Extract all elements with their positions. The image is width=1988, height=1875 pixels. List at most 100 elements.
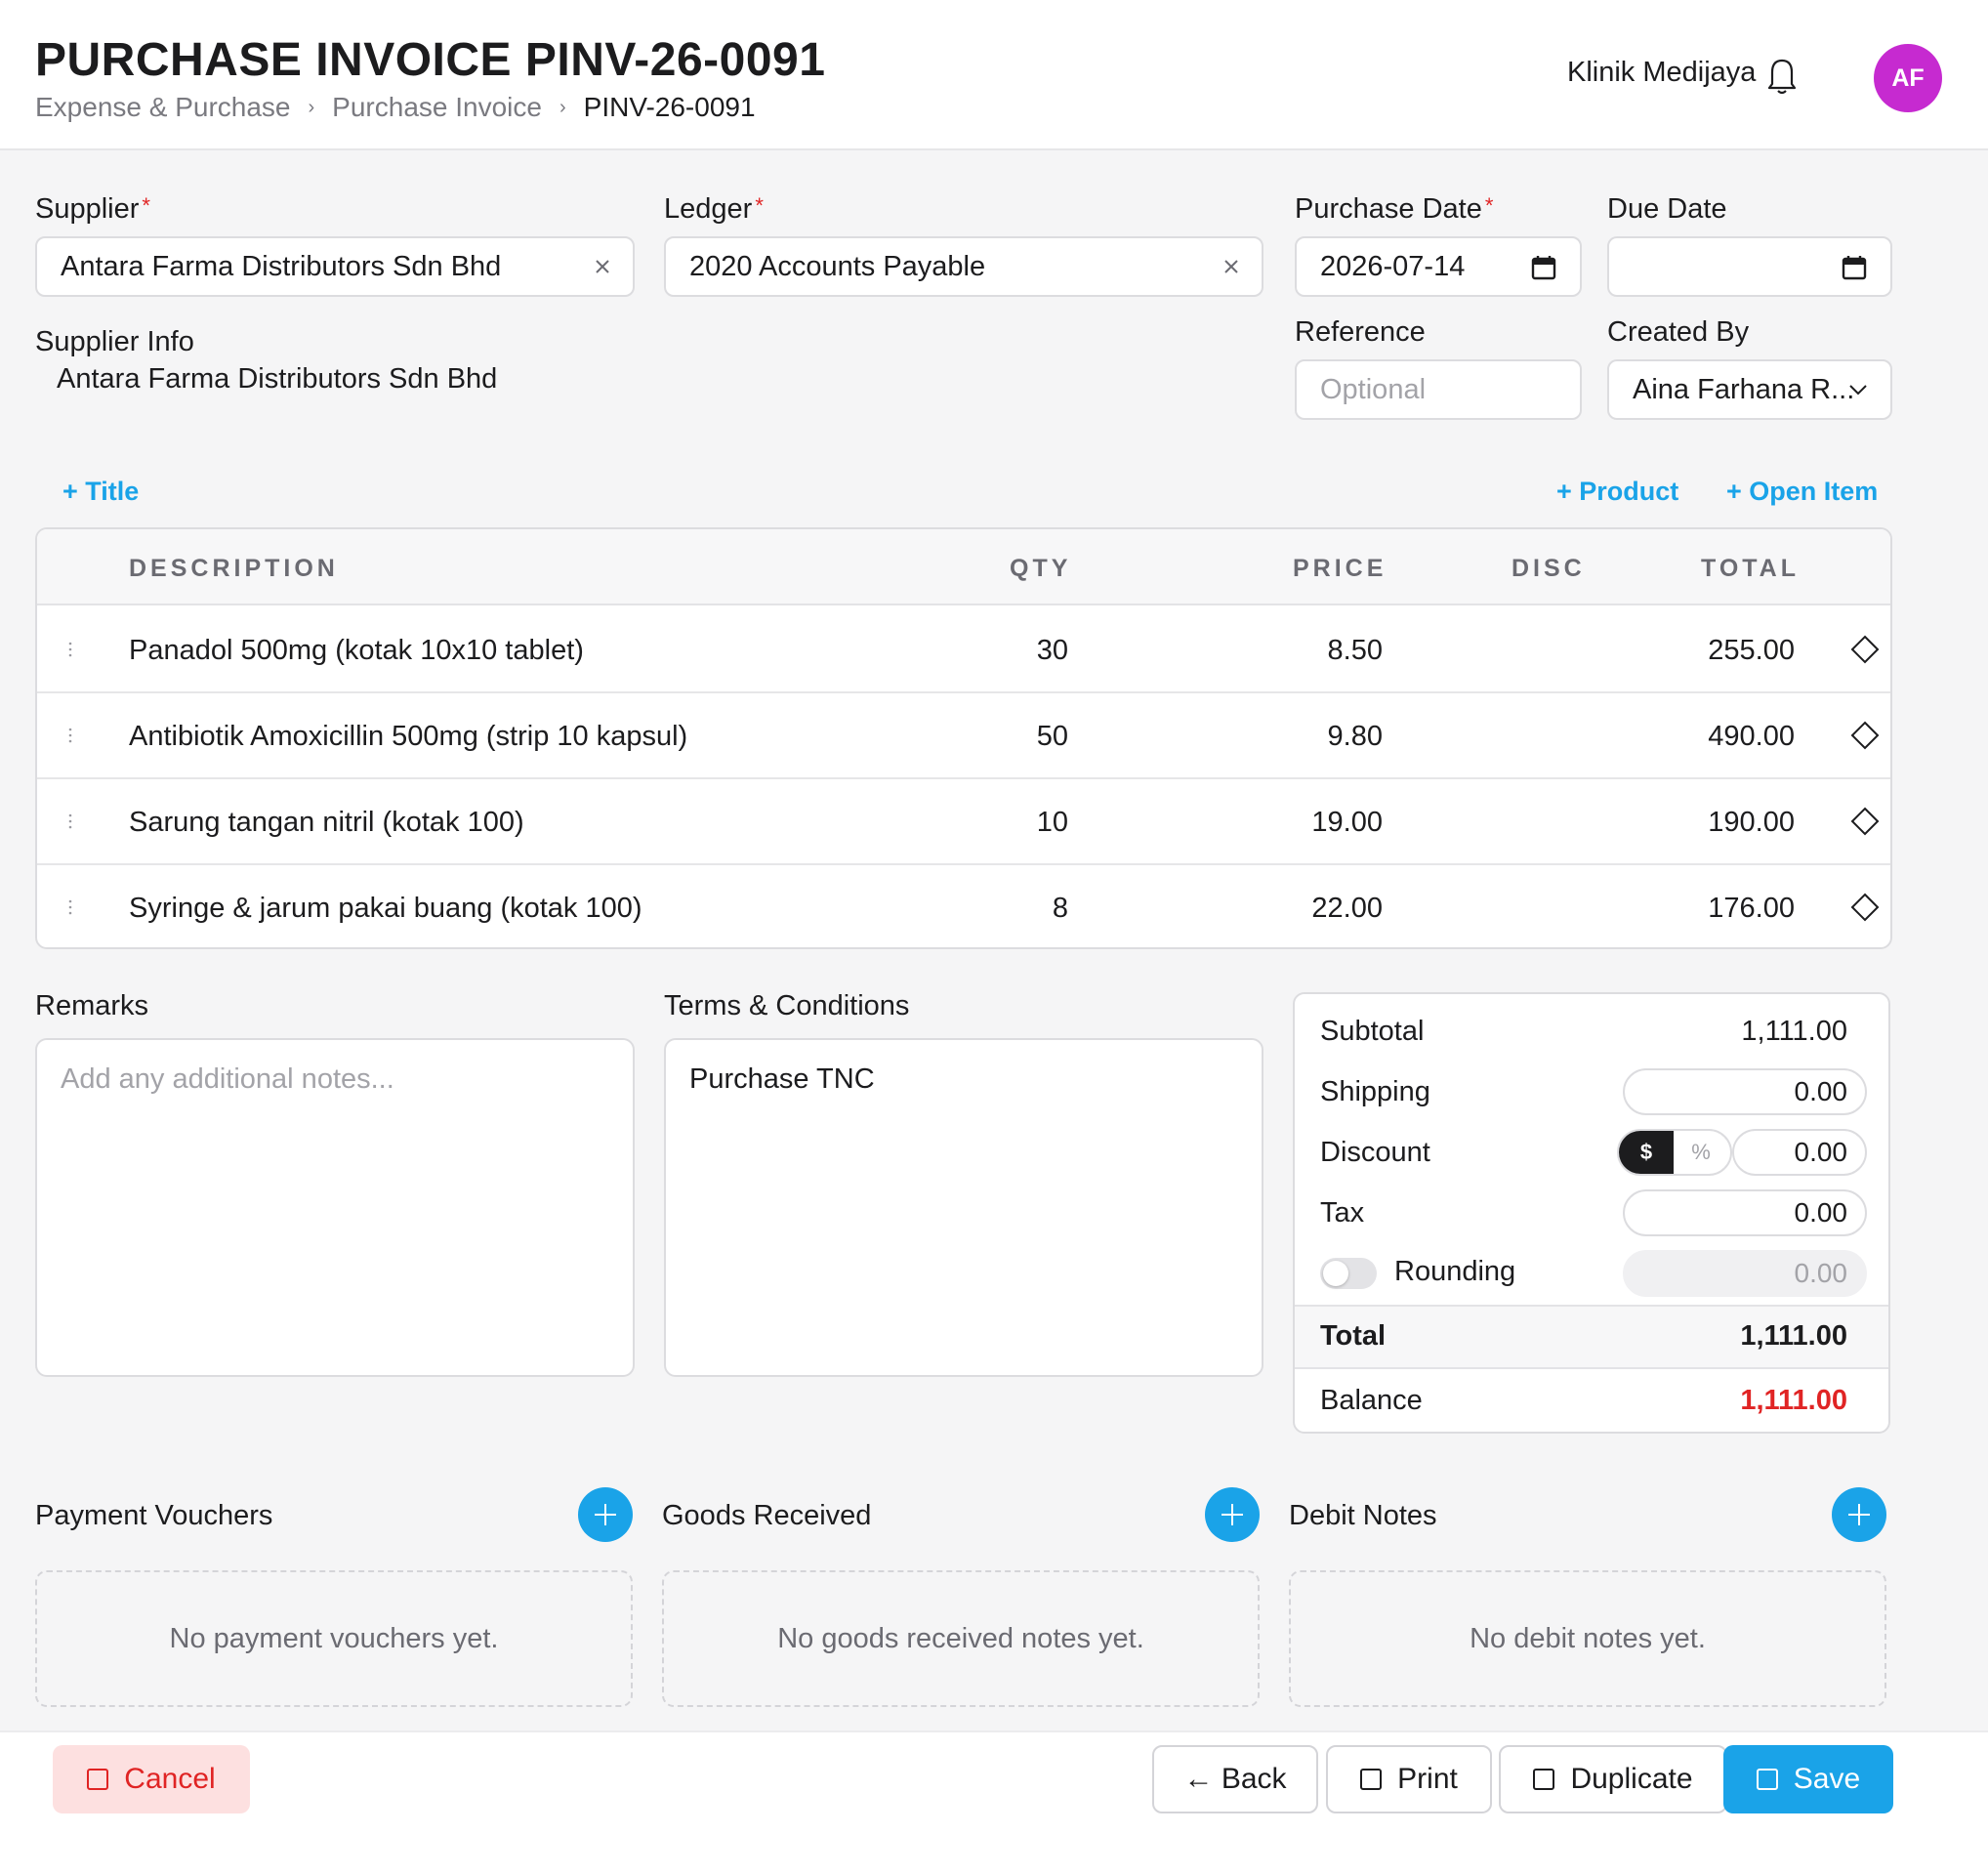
item-description[interactable]: Panadol 500mg (kotak 10x10 tablet) (129, 635, 584, 666)
goods-received-title: Goods Received (662, 1500, 872, 1531)
chevron-down-icon (1849, 385, 1867, 396)
item-description[interactable]: Antibiotik Amoxicillin 500mg (strip 10 k… (129, 721, 688, 752)
terms-value: Purchase TNC (689, 1063, 875, 1095)
diamond-icon[interactable] (1850, 635, 1880, 664)
clear-icon[interactable] (594, 258, 611, 275)
item-total: 255.00 (1708, 635, 1795, 666)
supplier-info-label: Supplier Info (35, 326, 194, 357)
bell-icon[interactable] (1767, 57, 1797, 96)
total-label: Total (1320, 1320, 1387, 1352)
created-by-value: Aina Farhana R... (1633, 373, 1855, 405)
calendar-icon[interactable] (1531, 254, 1556, 281)
cancel-label: Cancel (124, 1763, 216, 1795)
plus-icon (1222, 1504, 1243, 1525)
item-qty[interactable]: 50 (1036, 721, 1068, 752)
clinic-name[interactable]: Klinik Medijaya (1567, 57, 1757, 88)
drag-handle-icon[interactable] (66, 727, 74, 744)
table-header: DESCRIPTION QTY PRICE DISC TOTAL (37, 529, 1890, 605)
item-price[interactable]: 19.00 (1311, 807, 1383, 838)
drag-handle-icon[interactable] (66, 641, 74, 658)
ledger-field[interactable]: 2020 Accounts Payable (664, 236, 1263, 297)
remarks-label: Remarks (35, 990, 149, 1021)
drag-handle-icon[interactable] (66, 812, 74, 830)
diamond-icon[interactable] (1850, 807, 1880, 836)
supplier-info-value: Antara Farma Distributors Sdn Bhd (57, 363, 498, 395)
tax-input[interactable]: 0.00 (1623, 1189, 1867, 1236)
table-row[interactable]: Antibiotik Amoxicillin 500mg (strip 10 k… (37, 693, 1890, 779)
clear-icon[interactable] (1222, 258, 1240, 275)
item-description[interactable]: Syringe & jarum pakai buang (kotak 100) (129, 893, 642, 924)
diamond-icon[interactable] (1850, 721, 1880, 750)
debit-notes-empty: No debit notes yet. (1289, 1570, 1886, 1707)
discount-mode-fixed[interactable]: $ (1619, 1131, 1674, 1174)
cancel-button[interactable]: Cancel (53, 1745, 250, 1813)
due-date-field[interactable] (1607, 236, 1892, 297)
breadcrumb: Expense & Purchase › Purchase Invoice › … (35, 92, 756, 123)
save-button[interactable]: Save (1723, 1745, 1893, 1813)
diamond-icon[interactable] (1850, 893, 1880, 922)
ledger-label: Ledger * (664, 193, 764, 225)
column-header-disc: DISC (1512, 555, 1586, 582)
item-price[interactable]: 22.00 (1311, 893, 1383, 924)
created-by-select[interactable]: Aina Farhana R... (1607, 359, 1892, 420)
due-date-label: Due Date (1607, 193, 1727, 225)
column-header-total: TOTAL (1701, 555, 1801, 582)
plus-icon (595, 1504, 616, 1525)
item-qty[interactable]: 30 (1036, 635, 1068, 666)
add-debit-note-button[interactable] (1832, 1487, 1886, 1542)
duplicate-button[interactable]: Duplicate (1499, 1745, 1727, 1813)
add-payment-voucher-button[interactable] (578, 1487, 633, 1542)
item-total: 176.00 (1708, 893, 1795, 924)
save-label: Save (1793, 1763, 1861, 1795)
item-price[interactable]: 9.80 (1327, 721, 1383, 752)
supplier-field[interactable]: Antara Farma Distributors Sdn Bhd (35, 236, 635, 297)
item-qty[interactable]: 10 (1036, 807, 1068, 838)
shipping-input[interactable]: 0.00 (1623, 1068, 1867, 1115)
reference-placeholder: Optional (1320, 373, 1427, 405)
square-icon (87, 1769, 109, 1790)
breadcrumb-item-expense-purchase[interactable]: Expense & Purchase (35, 92, 291, 122)
calendar-icon[interactable] (1842, 254, 1867, 281)
back-label: ← Back (1183, 1763, 1287, 1795)
table-row[interactable]: Panadol 500mg (kotak 10x10 tablet) 30 8.… (37, 607, 1890, 693)
total-value: 1,111.00 (1740, 1320, 1847, 1352)
breadcrumb-item-purchase-invoice[interactable]: Purchase Invoice (332, 92, 542, 122)
avatar[interactable]: AF (1874, 44, 1942, 112)
back-button[interactable]: ← Back (1152, 1745, 1318, 1813)
toggle-knob (1323, 1261, 1348, 1286)
reference-input[interactable]: Optional (1295, 359, 1582, 420)
remarks-textarea[interactable]: Add any additional notes... (35, 1038, 635, 1377)
discount-label: Discount (1320, 1137, 1430, 1168)
subtotal-label: Subtotal (1320, 1016, 1425, 1047)
item-total: 490.00 (1708, 721, 1795, 752)
items-table: DESCRIPTION QTY PRICE DISC TOTAL Panadol… (35, 527, 1892, 949)
terms-label: Terms & Conditions (664, 990, 910, 1021)
add-open-item-button[interactable]: + Open Item (1726, 477, 1879, 506)
column-header-price: PRICE (1293, 555, 1387, 582)
debit-notes-title: Debit Notes (1289, 1500, 1437, 1531)
item-description[interactable]: Sarung tangan nitril (kotak 100) (129, 807, 524, 838)
add-title-button[interactable]: + Title (62, 477, 140, 506)
goods-received-empty: No goods received notes yet. (662, 1570, 1260, 1707)
add-product-button[interactable]: + Product (1556, 477, 1679, 506)
supplier-label: Supplier * (35, 193, 150, 225)
discount-input[interactable]: 0.00 (1732, 1129, 1867, 1176)
purchase-date-field[interactable]: 2026-07-14 (1295, 236, 1582, 297)
column-header-description: DESCRIPTION (129, 555, 339, 582)
column-header-qty: QTY (1010, 555, 1072, 582)
table-row[interactable]: Syringe & jarum pakai buang (kotak 100) … (37, 865, 1890, 947)
item-qty[interactable]: 8 (1052, 893, 1068, 924)
subtotal-value: 1,111.00 (1741, 1016, 1847, 1047)
rounding-toggle[interactable] (1320, 1258, 1377, 1289)
terms-textarea[interactable]: Purchase TNC (664, 1038, 1263, 1377)
drag-handle-icon[interactable] (66, 898, 74, 916)
add-goods-received-button[interactable] (1205, 1487, 1260, 1542)
discount-mode-toggle: $ % (1617, 1129, 1732, 1176)
print-button[interactable]: Print (1326, 1745, 1492, 1813)
table-row[interactable]: Sarung tangan nitril (kotak 100) 10 19.0… (37, 779, 1890, 865)
item-price[interactable]: 8.50 (1327, 635, 1383, 666)
duplicate-label: Duplicate (1570, 1763, 1693, 1795)
page-header: PURCHASE INVOICE PINV-26-0091 Expense & … (0, 0, 1988, 150)
rounding-input: 0.00 (1623, 1250, 1867, 1297)
discount-mode-percent[interactable]: % (1691, 1140, 1711, 1164)
